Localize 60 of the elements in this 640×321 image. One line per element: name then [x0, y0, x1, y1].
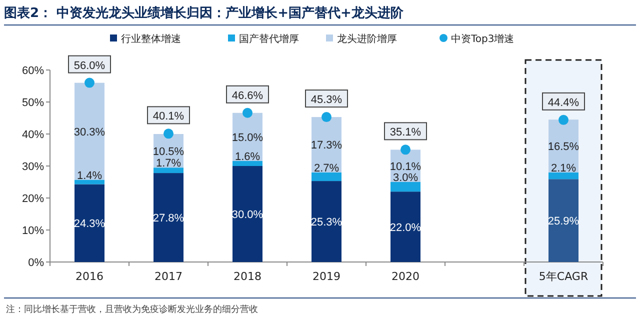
data-label: 10.1%: [390, 160, 422, 173]
data-label: 2.7%: [314, 162, 340, 174]
x-tick-label: 2019: [312, 270, 340, 283]
x-tick-label: 5年CAGR: [538, 270, 588, 283]
bar: [548, 172, 578, 180]
y-tick-label: 30%: [22, 161, 44, 173]
legend-label: 龙头进阶增厚: [337, 33, 397, 45]
data-label: 46.6%: [232, 90, 264, 102]
data-label: 1.6%: [234, 150, 260, 163]
x-tick-label: 2020: [392, 270, 420, 283]
bar: [154, 168, 184, 174]
bar: [312, 181, 342, 262]
x-tick-label: 2017: [154, 270, 182, 283]
point: [400, 144, 410, 155]
data-label: 1.7%: [156, 158, 182, 170]
y-tick-label: 0%: [28, 257, 44, 269]
bar: [74, 184, 104, 262]
point: [164, 128, 174, 139]
point: [322, 112, 332, 122]
data-label: 27.8%: [152, 212, 184, 225]
data-label: 2.1%: [550, 162, 576, 174]
bar: [232, 166, 262, 262]
y-tick-label: 60%: [22, 65, 44, 77]
legend-label: 中资Top3增速: [451, 33, 514, 45]
data-label: 1.4%: [76, 170, 102, 182]
data-label: 56.0%: [74, 60, 106, 72]
x-tick-label: 2016: [76, 270, 104, 283]
point: [84, 78, 94, 88]
data-label: 10.5%: [152, 146, 184, 158]
point: [242, 108, 252, 118]
y-tick-label: 50%: [22, 97, 44, 109]
y-tick-label: 40%: [22, 129, 44, 141]
y-tick-label: 10%: [22, 225, 44, 237]
point: [558, 114, 568, 125]
bar: [74, 82, 104, 180]
data-label: 45.3%: [310, 94, 342, 106]
bar: [154, 173, 184, 262]
data-label: 24.3%: [74, 218, 106, 230]
data-label: 30.3%: [74, 126, 106, 138]
data-label: 16.5%: [548, 141, 580, 153]
data-label: 15.0%: [232, 132, 264, 144]
bar: [232, 160, 262, 166]
legend-label: 国产替代增厚: [239, 33, 299, 45]
bar: [548, 179, 578, 262]
data-label: 25.3%: [310, 216, 342, 229]
chart-title: 图表2： 中资发光龙头业绩增长归因：产业增长+国产替代+龙头进阶: [4, 5, 404, 21]
bar: [312, 172, 342, 182]
bar: [390, 182, 420, 192]
data-label: 40.1%: [152, 110, 184, 123]
y-tick-label: 20%: [22, 193, 44, 205]
bar: [390, 192, 420, 262]
data-label: 3.0%: [392, 172, 418, 184]
text: 注：同比增长基于营收，且营收为免疫诊断发光业务的细分营收: [6, 304, 258, 315]
data-label: 22.0%: [390, 222, 422, 234]
data-label: 44.4%: [548, 96, 580, 109]
data-label: 17.3%: [310, 140, 342, 152]
data-label: 35.1%: [390, 126, 422, 139]
data-label: 30.0%: [232, 209, 264, 221]
x-tick-label: 2018: [234, 270, 262, 283]
legend-label: 行业整体增速: [121, 33, 181, 45]
